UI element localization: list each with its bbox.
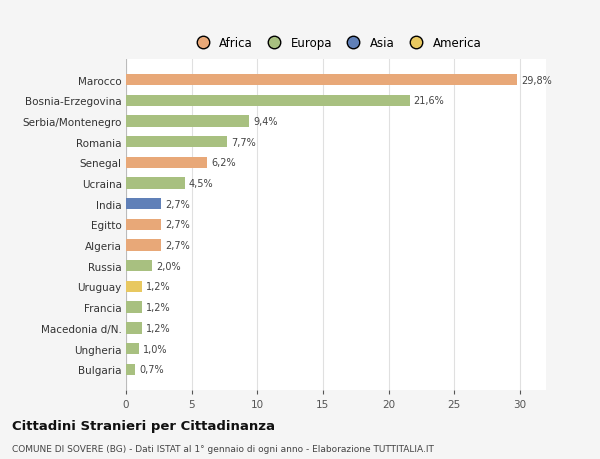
Text: 2,7%: 2,7% — [166, 220, 190, 230]
Text: 1,2%: 1,2% — [146, 302, 170, 313]
Bar — [126, 178, 185, 189]
Bar — [126, 219, 161, 230]
Bar — [126, 240, 161, 251]
Text: 6,2%: 6,2% — [211, 158, 236, 168]
Text: 9,4%: 9,4% — [253, 117, 278, 127]
Bar — [126, 137, 227, 148]
Text: 0,7%: 0,7% — [139, 364, 164, 375]
Text: COMUNE DI SOVERE (BG) - Dati ISTAT al 1° gennaio di ogni anno - Elaborazione TUT: COMUNE DI SOVERE (BG) - Dati ISTAT al 1°… — [12, 444, 434, 453]
Bar — [126, 281, 142, 292]
Legend: Africa, Europa, Asia, America: Africa, Europa, Asia, America — [186, 33, 486, 55]
Bar — [126, 364, 135, 375]
Bar — [126, 302, 142, 313]
Bar — [126, 199, 161, 210]
Text: 1,0%: 1,0% — [143, 344, 167, 354]
Bar — [126, 157, 208, 168]
Text: 2,7%: 2,7% — [166, 241, 190, 251]
Text: 7,7%: 7,7% — [231, 137, 256, 147]
Text: 1,2%: 1,2% — [146, 282, 170, 292]
Text: 1,2%: 1,2% — [146, 323, 170, 333]
Bar — [126, 343, 139, 354]
Text: Cittadini Stranieri per Cittadinanza: Cittadini Stranieri per Cittadinanza — [12, 419, 275, 432]
Text: 2,0%: 2,0% — [156, 261, 181, 271]
Bar — [126, 323, 142, 334]
Bar — [126, 116, 250, 127]
Text: 21,6%: 21,6% — [413, 96, 444, 106]
Text: 4,5%: 4,5% — [189, 179, 214, 189]
Bar — [126, 95, 409, 106]
Bar — [126, 261, 152, 272]
Text: 29,8%: 29,8% — [521, 75, 552, 85]
Text: 2,7%: 2,7% — [166, 199, 190, 209]
Bar — [126, 75, 517, 86]
